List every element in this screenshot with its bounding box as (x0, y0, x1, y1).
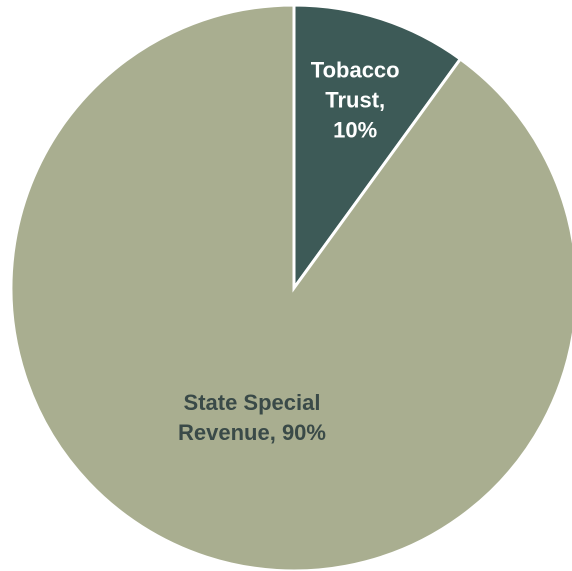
pie-label-line: Tobacco (311, 58, 400, 83)
pie-label-tobacco-trust: Tobacco Trust, 10% (311, 58, 400, 143)
pie-labels: Tobacco Trust, 10% State Special Revenue, 90… (178, 58, 400, 446)
pie-slice-tobacco-trust (292, 3, 463, 293)
pie-label-line: Trust, (325, 88, 385, 113)
pie-label-line: State Special (184, 390, 321, 415)
pie-label-line: Revenue, 90% (178, 420, 326, 445)
pie-label-line: 10% (333, 118, 377, 143)
pie-slice-state-special-revenue (9, 3, 572, 571)
pie-slices (9, 3, 572, 571)
pie-label-state-special-revenue: State Special Revenue, 90% (178, 390, 326, 445)
